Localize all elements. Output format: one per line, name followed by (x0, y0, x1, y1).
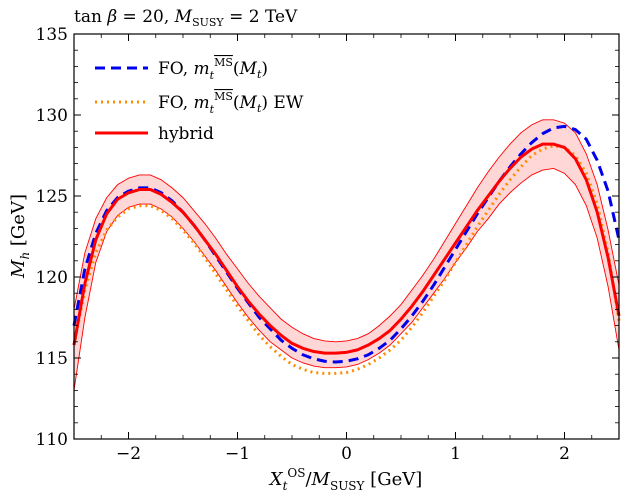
x-tick-label: 1 (450, 444, 461, 464)
series-line-fo-ew (72, 144, 621, 375)
legend-label-hybrid: hybrid (158, 124, 214, 144)
y-tick-label: 125 (36, 187, 68, 207)
plot-frame (73, 33, 620, 440)
chart-title: tan β = 20, MSUSY = 2 TeV (74, 7, 298, 29)
legend-label-fo: FO, mtMS(Mt) (158, 56, 268, 82)
series-line-hybrid (72, 142, 621, 355)
y-tick-label: 130 (36, 106, 68, 126)
hybrid-uncertainty-band (73, 119, 620, 391)
y-tick-label: 120 (36, 268, 68, 288)
y-axis-label: Mh [GeV] (8, 194, 32, 279)
x-tick-label: 0 (341, 444, 352, 464)
y-tick-label: 135 (36, 25, 68, 45)
x-tick-label: −2 (116, 444, 141, 464)
axis-ticks: −2 −1 0 1 2 110 115 120 125 130 135 (36, 25, 620, 464)
band-fill (74, 119, 619, 391)
band-upper-edge (73, 119, 620, 343)
x-tick-label: 2 (559, 444, 570, 464)
band-lower-edge (73, 167, 620, 391)
y-tick-label: 110 (36, 430, 68, 450)
x-tick-label: −1 (225, 444, 250, 464)
y-tick-label: 115 (36, 349, 68, 369)
x-axis-label: XtOS/MSUSY [GeV] (268, 466, 423, 493)
series-lines (72, 124, 621, 375)
legend-label-fo-ew: FO, mtMS(Mt) EW (158, 90, 304, 116)
legend: FO, mtMS(Mt) FO, mtMS(Mt) EW hybrid (95, 56, 304, 144)
